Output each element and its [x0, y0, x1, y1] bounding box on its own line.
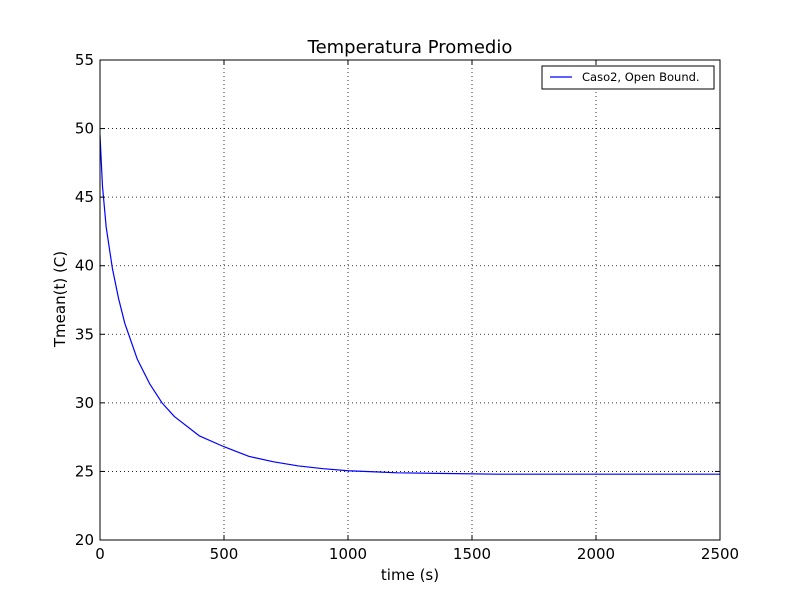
chart-title: Temperatura Promedio — [307, 37, 513, 58]
legend-label: Caso2, Open Bound. — [582, 70, 700, 84]
ticks: 0 500 1000 1500 2000 2500 20 25 30 35 40 45 50 55 — [75, 51, 739, 563]
y-tick-label: 45 — [75, 188, 94, 206]
x-tick-label: 1500 — [453, 545, 491, 563]
legend-box — [541, 65, 715, 90]
series-line-1 — [99, 135, 720, 475]
x-tick-label: 2000 — [577, 545, 615, 563]
x-tick-label: 1000 — [329, 545, 367, 563]
y-tick-label: 55 — [75, 51, 94, 69]
y-tick-label: 30 — [75, 394, 94, 412]
x-axis-label: time (s) — [381, 566, 439, 584]
axes-frame — [99, 59, 721, 541]
x-tick-label: 2500 — [701, 545, 739, 563]
x-tick-label: 500 — [210, 545, 239, 563]
plot-area — [99, 135, 720, 475]
x-tick-label: 0 — [95, 545, 105, 563]
y-tick-label: 25 — [75, 462, 94, 480]
y-tick-label: 20 — [75, 531, 94, 549]
y-tick-label: 50 — [75, 120, 94, 138]
y-axis-label: Tmean(t) (C) — [51, 251, 69, 348]
legend: Caso2, Open Bound. — [541, 65, 715, 90]
grid — [100, 60, 720, 540]
y-tick-label: 40 — [75, 257, 94, 275]
y-tick-label: 35 — [75, 325, 94, 343]
